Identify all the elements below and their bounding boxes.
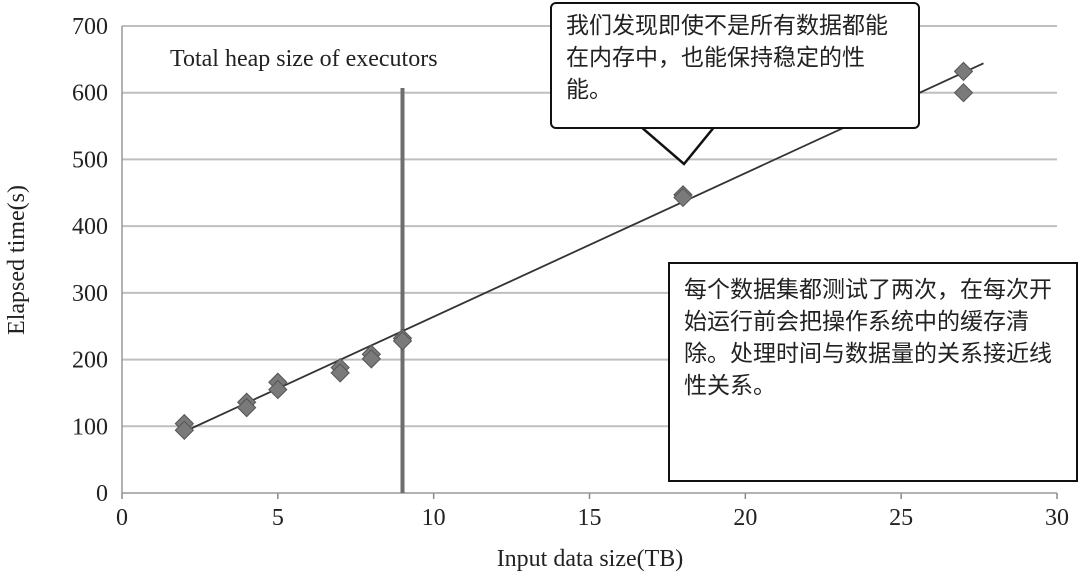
data-point (330, 363, 350, 383)
callout-performance: 我们发现即使不是所有数据都能在内存中，也能保持稳定的性能。 (550, 2, 920, 129)
callout-tail (636, 124, 718, 166)
x-tick-label: 30 (1045, 505, 1069, 531)
y-tick-label: 0 (96, 481, 108, 507)
data-point (392, 331, 413, 351)
data-point (953, 61, 974, 82)
data-point (268, 379, 288, 400)
callout-method: 每个数据集都测试了两次，在每次开始运行前会把操作系统中的缓存清除。处理时间与数据… (668, 262, 1078, 482)
x-tick-label: 5 (272, 505, 284, 531)
x-tick-label: 15 (578, 505, 602, 531)
y-tick-label: 700 (72, 14, 108, 40)
x-tick-label: 10 (422, 505, 446, 531)
x-axis-label: Input data size(TB) (497, 546, 684, 572)
x-tick-label: 20 (733, 505, 757, 531)
y-tick-label: 200 (72, 348, 108, 374)
y-axis-label: Elapsed time(s) (4, 185, 30, 335)
y-tick-label: 400 (72, 214, 108, 240)
y-tick-label: 500 (72, 147, 108, 173)
callout-method-text: 每个数据集都测试了两次，在每次开始运行前会把操作系统中的缓存清除。处理时间与数据… (684, 277, 1052, 399)
vertical-marker-label: Total heap size of executors (170, 46, 438, 72)
y-tick-label: 300 (72, 281, 108, 307)
callout-performance-text: 我们发现即使不是所有数据都能在内存中，也能保持稳定的性能。 (566, 13, 888, 103)
data-point (673, 187, 693, 208)
x-tick-label: 0 (116, 505, 128, 531)
data-point (361, 349, 382, 369)
x-tick-label: 25 (889, 505, 913, 531)
data-point (953, 83, 974, 103)
data-point (236, 397, 257, 418)
y-tick-label: 100 (72, 414, 108, 440)
y-tick-label: 600 (72, 81, 108, 107)
data-point (174, 420, 195, 440)
